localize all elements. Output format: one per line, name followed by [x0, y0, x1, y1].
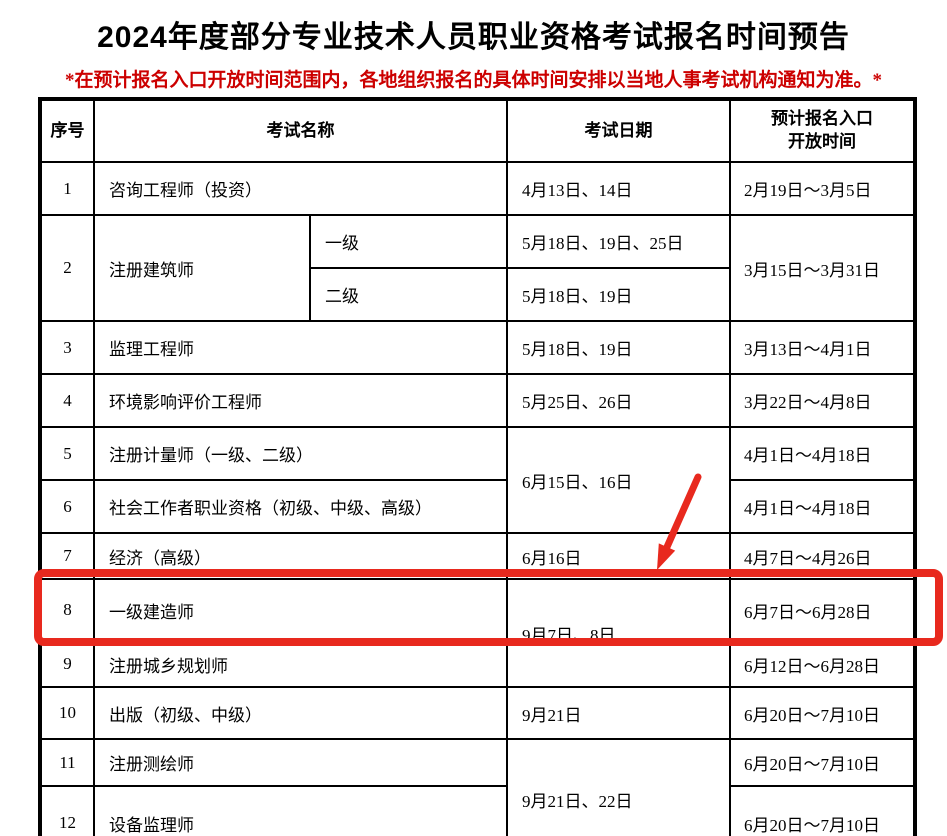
row-index: 4 — [39, 373, 95, 428]
col-header-registration-window: 预计报名入口 开放时间 — [729, 98, 916, 163]
row-index: 6 — [39, 479, 95, 534]
row-index: 5 — [39, 426, 95, 481]
exam-level: 一级 — [309, 214, 508, 269]
exam-date: 5月18日、19日 — [506, 267, 731, 322]
table-row: 2 注册建筑师 一级 5月18日、19日、25日 3月15日～3月31日 — [39, 214, 916, 322]
exam-date: 4月13日、14日 — [506, 161, 731, 216]
exam-name: 出版（初级、中级） — [93, 686, 508, 740]
row-index: 9 — [39, 640, 95, 688]
registration-window: 6月20日～7月10日 — [729, 738, 916, 787]
exam-schedule-table: 序号 考试名称 考试日期 预计报名入口 开放时间 1 咨询工程师（投资） 4月1… — [38, 97, 917, 836]
col-header-exam-name: 考试名称 — [93, 98, 508, 163]
registration-window: 6月20日～7月10日 — [729, 686, 916, 740]
exam-name: 注册城乡规划师 — [93, 640, 508, 688]
exam-name: 注册测绘师 — [93, 738, 508, 787]
row-index: 3 — [39, 320, 95, 375]
table-row: 12 设备监理师 6月20日～7月10日 — [39, 785, 916, 836]
col-header-index: 序号 — [39, 98, 95, 163]
registration-window-header-line2: 开放时间 — [788, 132, 856, 151]
registration-window: 2月19日～3月5日 — [729, 161, 916, 216]
registration-window: 6月20日～7月10日 — [729, 785, 916, 836]
table-row: 7 经济（高级） 6月16日 4月7日～4月26日 — [39, 532, 916, 580]
table-row: 3 监理工程师 5月18日、19日 3月13日～4月1日 — [39, 320, 916, 375]
exam-date: 9月21日 — [506, 686, 731, 740]
registration-window: 6月7日～6月28日 — [729, 578, 916, 642]
table-header-row: 序号 考试名称 考试日期 预计报名入口 开放时间 — [39, 98, 916, 163]
registration-window: 4月7日～4月26日 — [729, 532, 916, 580]
registration-window: 3月13日～4月1日 — [729, 320, 916, 375]
table-row: 5 注册计量师（一级、二级） 6月15日、16日 4月1日～4月18日 — [39, 426, 916, 534]
table-row: 6 社会工作者职业资格（初级、中级、高级） 4月1日～4月18日 — [39, 479, 916, 534]
exam-date: 5月25日、26日 — [506, 373, 731, 428]
exam-name: 一级建造师 — [93, 578, 508, 642]
table-row: 9 注册城乡规划师 6月12日～6月28日 — [39, 640, 916, 688]
row-index: 7 — [39, 532, 95, 580]
exam-name: 设备监理师 — [93, 785, 508, 836]
table-row: 10 出版（初级、中级） 9月21日 6月20日～7月10日 — [39, 686, 916, 740]
exam-level: 二级 — [309, 267, 508, 322]
col-header-exam-date: 考试日期 — [506, 98, 731, 163]
row-index: 10 — [39, 686, 95, 740]
table-row: 1 咨询工程师（投资） 4月13日、14日 2月19日～3月5日 — [39, 161, 916, 216]
exam-date: 5月18日、19日 — [506, 320, 731, 375]
exam-name: 咨询工程师（投资） — [93, 161, 508, 216]
table-row: 二级 5月18日、19日 — [40, 267, 915, 322]
exam-name: 经济（高级） — [93, 532, 508, 580]
exam-date: 6月15日、16日 — [506, 426, 731, 534]
table-row: 11 注册测绘师 9月21日、22日 6月20日～7月10日 — [39, 738, 916, 836]
table-row: 4 环境影响评价工程师 5月25日、26日 3月22日～4月8日 — [39, 373, 916, 428]
registration-window: 4月1日～4月18日 — [729, 426, 916, 481]
row-index: 12 — [39, 785, 95, 836]
row-index: 8 — [39, 578, 95, 642]
registration-window: 3月15日～3月31日 — [729, 214, 916, 322]
exam-name: 注册计量师（一级、二级） — [93, 426, 508, 481]
table-row-highlighted: 8 一级建造师 9月7日、8日 6月7日～6月28日 — [39, 578, 916, 688]
row-index: 2 — [39, 214, 95, 322]
exam-name: 社会工作者职业资格（初级、中级、高级） — [93, 479, 508, 534]
row-index: 11 — [39, 738, 95, 787]
exam-name: 注册建筑师 — [93, 214, 311, 322]
registration-window: 4月1日～4月18日 — [729, 479, 916, 534]
exam-date: 9月21日、22日 — [506, 738, 731, 836]
registration-window: 6月12日～6月28日 — [729, 640, 916, 688]
exam-date: 5月18日、19日、25日 — [506, 214, 731, 269]
exam-date: 9月7日、8日 — [506, 578, 731, 688]
registration-window-header-line1: 预计报名入口 — [771, 109, 873, 129]
exam-name: 环境影响评价工程师 — [93, 373, 508, 428]
page-subtitle: *在预计报名入口开放时间范围内，各地组织报名的具体时间安排以当地人事考试机构通知… — [64, 70, 882, 91]
registration-window: 3月22日～4月8日 — [729, 373, 916, 428]
row-index: 1 — [39, 161, 95, 216]
exam-date: 6月16日 — [506, 532, 731, 580]
exam-name: 监理工程师 — [93, 320, 508, 375]
page-title: 2024年度部分专业技术人员职业资格考试报名时间预告 — [97, 21, 850, 54]
